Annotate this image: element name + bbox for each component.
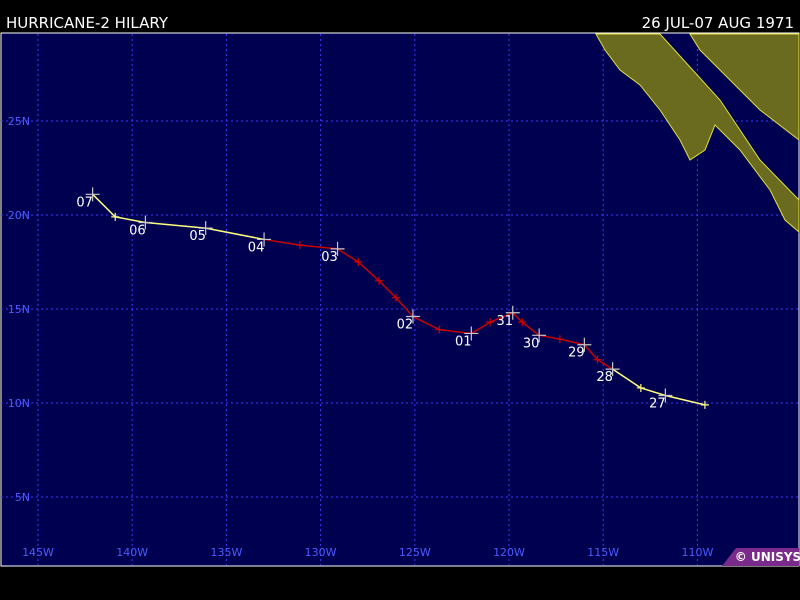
track-segment bbox=[597, 359, 614, 370]
day-label: 27 bbox=[649, 396, 666, 411]
track-segment bbox=[395, 297, 414, 318]
lat-label: 15N bbox=[8, 303, 30, 316]
lat-label: 10N bbox=[8, 397, 30, 410]
track-point bbox=[605, 362, 620, 377]
track-point bbox=[295, 241, 304, 250]
track-segment bbox=[299, 244, 338, 250]
track-point bbox=[577, 337, 592, 352]
lon-label: 140W bbox=[116, 546, 148, 559]
track-point bbox=[505, 305, 520, 320]
lat-label: 5N bbox=[15, 491, 30, 504]
lon-label: 120W bbox=[493, 546, 525, 559]
track-segment bbox=[489, 312, 514, 323]
track-point bbox=[532, 328, 547, 343]
credit: © UNISYS bbox=[735, 550, 800, 564]
day-label: 05 bbox=[189, 229, 206, 244]
track-point bbox=[85, 187, 100, 202]
day-label: 29 bbox=[568, 346, 585, 361]
date-range: 26 JUL-07 AUG 1971 bbox=[642, 14, 794, 32]
track-segment bbox=[583, 344, 599, 361]
day-label: 01 bbox=[455, 334, 472, 349]
baja-california bbox=[595, 33, 800, 234]
lon-label: 125W bbox=[399, 546, 431, 559]
lon-label: 115W bbox=[587, 546, 619, 559]
track-point bbox=[138, 215, 153, 230]
track-segment bbox=[512, 312, 523, 323]
track-point bbox=[464, 326, 479, 341]
track-segment bbox=[205, 227, 265, 241]
track-point bbox=[593, 355, 602, 364]
grid: 145W 140W 135W 130W 125W 120W 115W 110W 25N 20N 15… bbox=[1, 34, 799, 565]
track-segment bbox=[357, 261, 380, 282]
day-label: 07 bbox=[76, 195, 93, 210]
day-label: 03 bbox=[321, 250, 338, 265]
storm-title: HURRICANE-2 HILARY bbox=[6, 14, 169, 32]
track-segment bbox=[665, 394, 706, 406]
track-segment bbox=[145, 221, 206, 229]
track-point bbox=[111, 212, 120, 221]
track-segment bbox=[521, 321, 540, 336]
track-segment bbox=[412, 315, 440, 331]
track-point bbox=[375, 276, 384, 285]
track-segment bbox=[92, 193, 116, 218]
ocean bbox=[0, 32, 800, 567]
track-point bbox=[257, 232, 272, 247]
track-segment bbox=[470, 321, 491, 335]
lat-label: 20N bbox=[8, 209, 30, 222]
track-segment bbox=[337, 248, 359, 263]
day-label: 28 bbox=[596, 370, 613, 385]
track-point bbox=[636, 383, 645, 392]
day-label: 04 bbox=[248, 240, 265, 255]
track-segment bbox=[640, 387, 666, 397]
lon-label: 110W bbox=[681, 546, 713, 559]
lon-label: 145W bbox=[22, 546, 54, 559]
track-segment bbox=[263, 238, 300, 246]
day-label: 31 bbox=[496, 314, 513, 329]
track-point bbox=[518, 318, 527, 327]
track-point bbox=[486, 318, 495, 327]
track-segment bbox=[378, 280, 397, 299]
track-segment bbox=[439, 328, 472, 335]
day-label: 30 bbox=[523, 336, 540, 351]
lon-label: 130W bbox=[305, 546, 337, 559]
track-segment bbox=[539, 334, 561, 340]
track-segment bbox=[115, 216, 146, 224]
track: 07 06 05 04 03 02 01 31 30 29 28 27 bbox=[76, 187, 709, 411]
track-point bbox=[700, 400, 709, 409]
day-label: 02 bbox=[397, 318, 414, 333]
track-point bbox=[391, 293, 400, 302]
track-point bbox=[658, 388, 673, 403]
track-point bbox=[435, 325, 444, 334]
track-point bbox=[330, 241, 345, 256]
track-point bbox=[555, 335, 564, 344]
track-point bbox=[198, 221, 213, 236]
day-label: 06 bbox=[129, 224, 146, 239]
lon-label: 135W bbox=[210, 546, 242, 559]
mexico-mainland bbox=[689, 33, 800, 142]
track-point bbox=[405, 309, 420, 324]
track-segment bbox=[612, 368, 642, 389]
track-segment bbox=[559, 338, 585, 346]
track-point bbox=[354, 258, 363, 266]
lat-label: 25N bbox=[8, 115, 30, 128]
credit-box bbox=[722, 548, 799, 566]
